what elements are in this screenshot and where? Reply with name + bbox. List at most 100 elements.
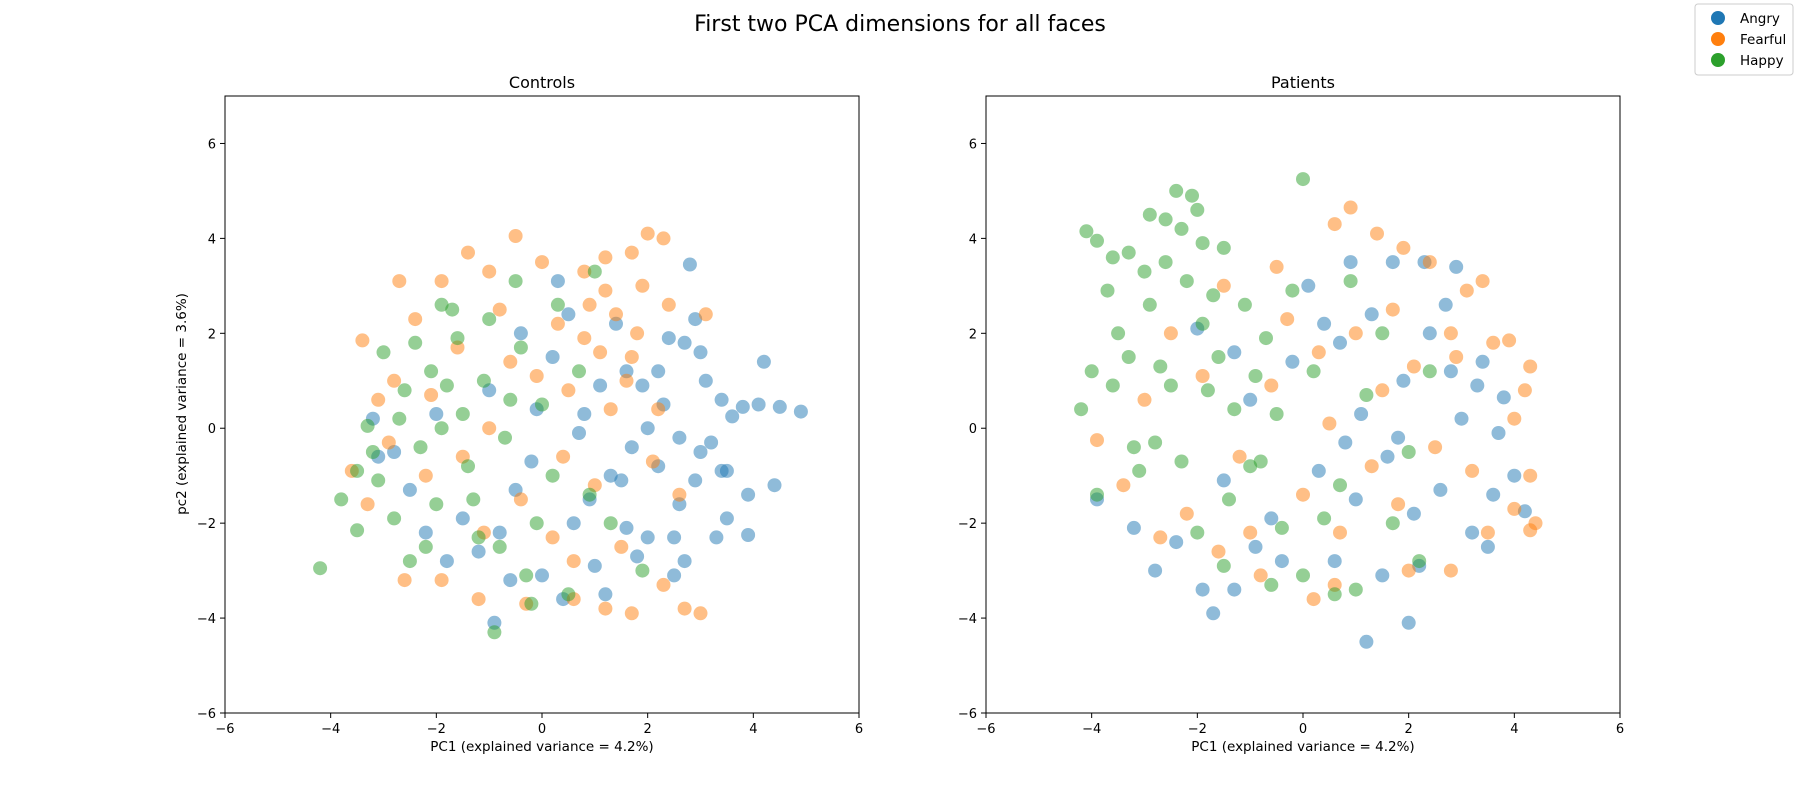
- point-happy-patients: [1169, 183, 1184, 198]
- point-angry-patients: [1169, 535, 1184, 550]
- point-angry-patients: [1243, 392, 1258, 407]
- point-angry-patients: [1454, 411, 1469, 426]
- point-angry-controls: [619, 520, 634, 535]
- point-fearful-controls: [492, 302, 507, 317]
- x-tick-label: 4: [749, 722, 757, 737]
- x-tick-label: 6: [1616, 722, 1624, 737]
- point-happy-controls: [482, 312, 497, 327]
- point-angry-patients: [1391, 430, 1406, 445]
- point-angry-controls: [741, 487, 756, 502]
- point-fearful-patients: [1523, 468, 1538, 483]
- point-angry-patients: [1401, 615, 1416, 630]
- point-fearful-controls: [513, 492, 528, 507]
- point-fearful-controls: [640, 226, 655, 241]
- point-angry-controls: [550, 274, 565, 289]
- point-fearful-controls: [360, 497, 375, 512]
- point-angry-patients: [1227, 582, 1242, 597]
- point-fearful-controls: [556, 449, 571, 464]
- point-angry-patients: [1354, 407, 1369, 421]
- legend-marker-happy: [1711, 53, 1725, 67]
- point-happy-patients: [1269, 407, 1284, 421]
- point-fearful-controls: [598, 250, 613, 265]
- point-happy-patients: [1385, 516, 1400, 531]
- point-fearful-controls: [355, 333, 370, 348]
- point-fearful-patients: [1216, 278, 1231, 293]
- point-fearful-patients: [1116, 478, 1131, 493]
- point-fearful-controls: [672, 487, 687, 502]
- point-happy-patients: [1343, 274, 1358, 289]
- point-angry-controls: [535, 568, 549, 583]
- point-fearful-controls: [624, 245, 639, 260]
- point-angry-patients: [1480, 539, 1495, 554]
- x-tick-label: −2: [427, 722, 446, 737]
- point-angry-controls: [688, 473, 703, 488]
- x-tick-label: 6: [855, 722, 863, 737]
- point-fearful-controls: [508, 229, 523, 243]
- point-happy-controls: [466, 492, 481, 507]
- point-fearful-patients: [1459, 283, 1474, 298]
- y-tick-label: −4: [197, 612, 216, 627]
- point-happy-patients: [1158, 212, 1173, 227]
- point-fearful-patients: [1422, 255, 1437, 270]
- point-angry-controls: [667, 568, 682, 583]
- legend-label-angry: Angry: [1740, 11, 1780, 27]
- point-happy-controls: [535, 397, 549, 412]
- point-fearful-patients: [1211, 544, 1226, 559]
- point-angry-patients: [1475, 354, 1490, 369]
- point-fearful-controls: [693, 606, 708, 621]
- point-happy-patients: [1111, 326, 1126, 341]
- point-happy-controls: [387, 511, 402, 526]
- point-angry-controls: [677, 335, 692, 350]
- point-angry-patients: [1216, 473, 1231, 488]
- point-fearful-controls: [603, 402, 618, 417]
- point-fearful-patients: [1401, 563, 1416, 578]
- point-angry-controls: [624, 440, 639, 455]
- point-happy-controls: [418, 539, 433, 554]
- point-happy-patients: [1306, 364, 1321, 379]
- point-happy-patients: [1237, 297, 1252, 312]
- point-happy-controls: [371, 473, 386, 488]
- point-happy-patients: [1243, 459, 1258, 474]
- point-fearful-patients: [1480, 525, 1495, 540]
- point-happy-patients: [1132, 463, 1147, 478]
- point-happy-controls: [476, 373, 491, 388]
- point-happy-patients: [1317, 511, 1332, 526]
- scatter-panel-controls: Controls −6 −4 −2 0 2 4 6 −6 −4 −2 0 2 4 6 PC1 (expl…: [174, 73, 863, 755]
- point-angry-patients: [1364, 307, 1379, 322]
- point-angry-controls: [756, 354, 771, 369]
- point-fearful-patients: [1502, 333, 1517, 348]
- point-angry-controls: [603, 468, 618, 483]
- point-angry-controls: [667, 530, 682, 545]
- point-fearful-controls: [656, 577, 671, 592]
- y-tick-label: −4: [958, 612, 977, 627]
- point-angry-controls: [735, 399, 750, 414]
- point-fearful-controls: [635, 278, 650, 293]
- point-fearful-controls: [371, 392, 386, 407]
- point-fearful-controls: [577, 331, 592, 346]
- point-angry-controls: [693, 445, 708, 459]
- point-angry-controls: [471, 544, 486, 559]
- point-happy-controls: [450, 331, 465, 346]
- point-happy-patients: [1259, 331, 1273, 346]
- point-happy-controls: [445, 302, 460, 317]
- point-fearful-controls: [471, 592, 486, 607]
- y-tick-label: −6: [197, 707, 216, 722]
- y-tick-label: 4: [208, 232, 216, 247]
- point-fearful-controls: [577, 264, 592, 279]
- point-happy-controls: [376, 345, 391, 360]
- point-happy-patients: [1274, 520, 1289, 535]
- point-angry-controls: [725, 409, 740, 424]
- point-happy-patients: [1126, 440, 1141, 455]
- x-tick-label: 0: [538, 722, 546, 737]
- point-fearful-controls: [630, 326, 645, 341]
- point-happy-controls: [434, 421, 449, 436]
- point-fearful-patients: [1475, 274, 1490, 289]
- point-angry-patients: [1438, 297, 1453, 312]
- point-fearful-patients: [1163, 326, 1178, 341]
- point-angry-controls: [640, 530, 655, 545]
- point-happy-patients: [1074, 402, 1089, 417]
- point-fearful-controls: [434, 274, 449, 289]
- point-angry-patients: [1327, 554, 1342, 569]
- point-happy-patients: [1153, 359, 1168, 374]
- point-happy-controls: [503, 392, 518, 407]
